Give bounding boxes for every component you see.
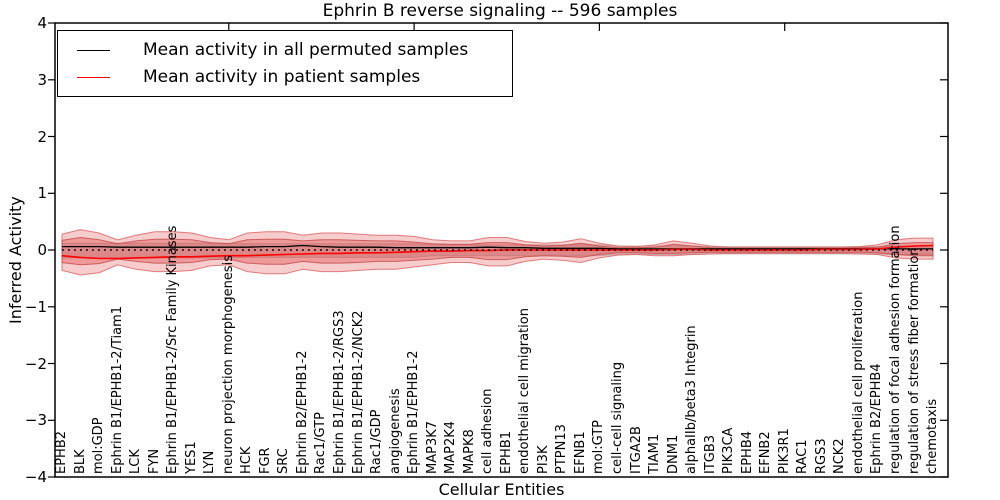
y-tick-label: −1 (24, 297, 47, 316)
x-category-label: Rac1/GTP (313, 412, 329, 474)
x-category-label: EPHB1 (498, 430, 514, 474)
x-category-label: alphaIIb/beta3 Integrin (684, 325, 700, 474)
x-category-label: NCK2 (832, 438, 848, 474)
x-category-label: MAP3K7 (424, 420, 440, 474)
y-tick-label: −2 (24, 354, 47, 373)
x-category-label: EFNB1 (572, 431, 588, 474)
x-axis-label: Cellular Entities (438, 480, 565, 499)
x-category-label: PIK3R1 (776, 428, 792, 474)
x-category-label: regulation of focal adhesion formation (887, 225, 903, 474)
x-category-label: Ephrin B1/EPHB1-2/RGS3 (332, 310, 347, 474)
x-category-label: SRC (276, 448, 292, 474)
x-category-label: cell-cell signaling (610, 361, 625, 474)
y-tick-label: 4 (37, 14, 47, 32)
chart-title: Ephrin B reverse signaling -- 596 sample… (322, 1, 678, 21)
permuted-mean-line (62, 244, 933, 250)
x-category-label: LYN (202, 450, 218, 474)
x-category-label: MAP2K4 (443, 420, 459, 474)
x-category-label: EFNB2 (758, 431, 774, 474)
red-line-swatch-icon (77, 76, 110, 78)
x-category-label: FYN (146, 448, 162, 474)
x-category-label: PTPN13 (554, 424, 570, 474)
x-category-label: RGS3 (813, 438, 829, 474)
black-line-swatch-icon (77, 49, 110, 51)
x-category-label: LCK (128, 449, 144, 474)
x-category-label: Ephrin B1/EPHB1-2/Src Family Kinases (165, 225, 181, 474)
patient-mean-line (61, 244, 934, 260)
legend-label-patient: Mean activity in patient samples (143, 67, 421, 87)
y-tick-label: 3 (37, 70, 47, 89)
x-category-label: BLK (72, 449, 88, 474)
patient-outer-band (61, 229, 934, 276)
x-category-label: neuron projection morphogenesis (220, 255, 236, 474)
x-category-label: chemotaxis (925, 398, 940, 474)
x-category-label: TIAM1 (647, 433, 662, 474)
x-category-label: PIK3CA (721, 427, 737, 474)
x-category-label: HCK (239, 446, 255, 474)
x-category-label: mol:GTP (591, 420, 607, 474)
y-tick-label: −4 (24, 468, 47, 486)
x-category-label: Rac1/GDP (369, 409, 384, 474)
x-category-label: Ephrin B1/EPHB1-2/NCK2 (350, 310, 366, 474)
x-category-label: YES1 (183, 441, 199, 474)
x-category-label: endothelial cell migration (517, 308, 533, 474)
x-category-label: Ephrin B1/EPHB1-2/Tiam1 (109, 305, 125, 474)
x-category-label: EPHB2 (54, 430, 69, 474)
patient-inner-band (61, 236, 934, 266)
x-category-label: MAPK8 (461, 429, 477, 474)
x-category-label: angiogenesis (387, 388, 403, 474)
x-category-label: FGR (257, 447, 273, 474)
y-axis-label: Inferred Activity (6, 196, 25, 324)
x-category-label: Ephrin B2/EPHB4 (869, 363, 885, 474)
legend-label-permuted: Mean activity in all permuted samples (143, 40, 469, 60)
x-category-label: cell adhesion (480, 388, 496, 474)
x-category-label: PI3K (535, 445, 551, 474)
legend: Mean activity in all permuted samples Me… (57, 30, 513, 97)
y-tick-label: −3 (24, 411, 47, 430)
x-category-label: RAC1 (795, 439, 811, 474)
x-category-label: ITGA2B (628, 426, 644, 474)
x-category-label: ITGB3 (702, 434, 718, 474)
x-category-label: Ephrin B1/EPHB1-2 (406, 350, 422, 474)
y-tick-label: 0 (37, 241, 47, 259)
x-category-label: endothelial cell proliferation (850, 291, 866, 475)
y-tick-label: 2 (37, 127, 47, 146)
x-category-label: DNM1 (665, 434, 681, 474)
x-category-label: Ephrin B2/EPHB1-2 (294, 350, 310, 474)
x-category-label: EPHB4 (739, 430, 755, 474)
y-tick-label: 1 (37, 184, 47, 203)
legend-item-permuted: Mean activity in all permuted samples (77, 40, 512, 60)
x-category-label: mol:GDP (91, 417, 107, 474)
x-category-label: regulation of stress fiber formation (906, 247, 922, 474)
legend-item-patient: Mean activity in patient samples (77, 67, 512, 87)
